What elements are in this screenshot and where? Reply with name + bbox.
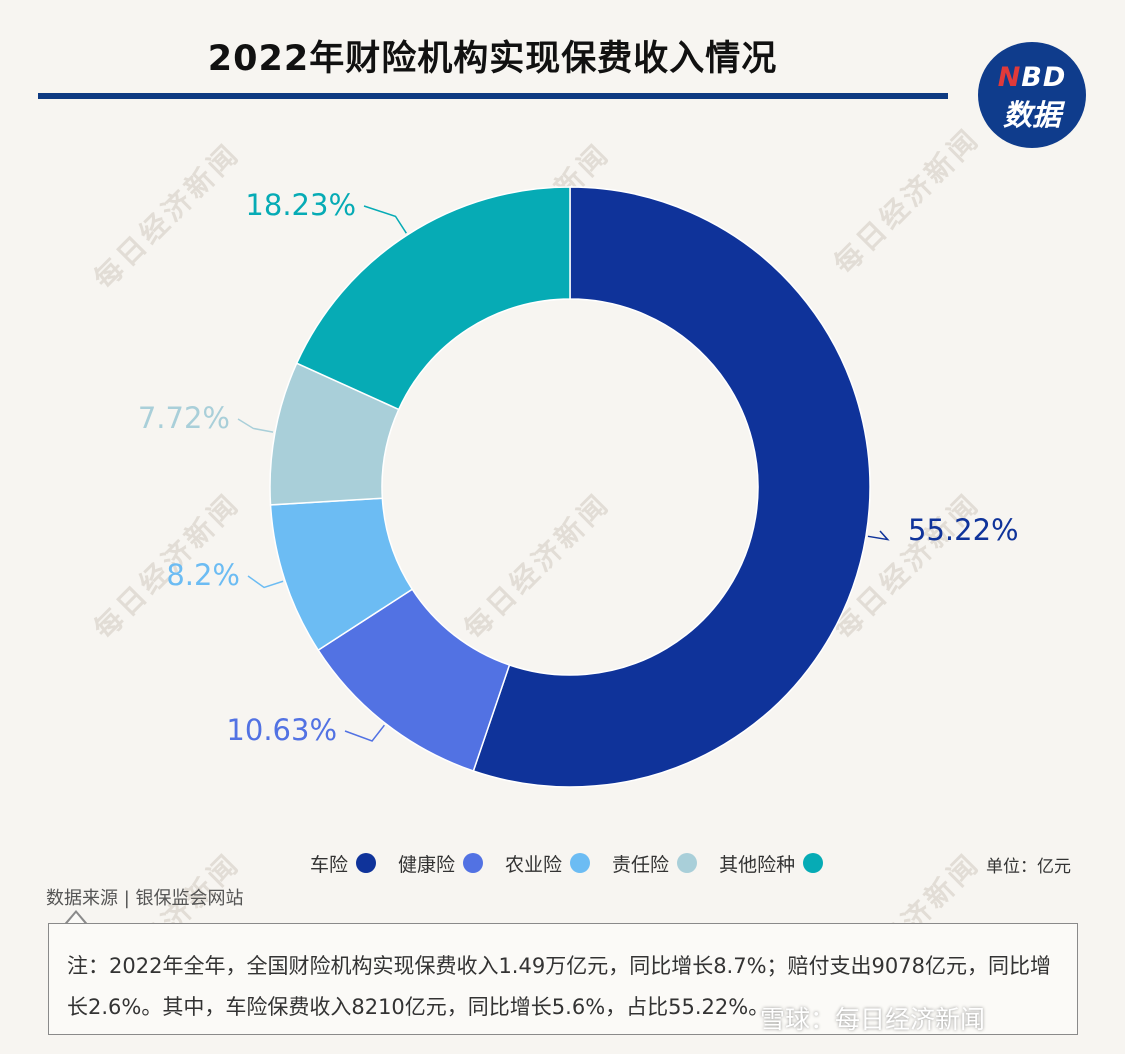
leader-line-4 bbox=[363, 205, 407, 234]
title-underline bbox=[38, 93, 948, 99]
legend-item-4: 其他险种 bbox=[719, 850, 824, 877]
legend-dot bbox=[803, 853, 824, 873]
nbd-logo: NBD 数据 bbox=[978, 42, 1086, 148]
legend-dot bbox=[356, 853, 377, 873]
leader-line-0 bbox=[867, 530, 890, 541]
legend-label: 农业险 bbox=[505, 853, 563, 876]
logo-n: N bbox=[997, 62, 1022, 93]
legend-label: 健康险 bbox=[398, 853, 456, 876]
logo-bottom: 数据 bbox=[1002, 98, 1061, 132]
leader-line-1 bbox=[344, 724, 385, 742]
logo-bd: BD bbox=[1021, 62, 1067, 93]
unit-label: 单位：亿元 bbox=[986, 857, 1071, 877]
page-title: 2022年财险机构实现保费收入情况 bbox=[207, 39, 778, 79]
data-source: 数据来源 | 银保监会网站 bbox=[46, 888, 244, 909]
legend-dot bbox=[570, 853, 591, 873]
leader-line-3 bbox=[237, 418, 274, 433]
chart-legend: 车险 健康险 农业险 责任险 其他险种 bbox=[310, 850, 845, 876]
donut-slice-4 bbox=[295, 186, 571, 411]
legend-item-1: 健康险 bbox=[398, 850, 484, 877]
note-box: 注：2022年全年，全国财险机构实现保费收入1.49万亿元，同比增长8.7%；赔… bbox=[48, 923, 1078, 1035]
legend-dot bbox=[463, 853, 484, 873]
slice-label-0: 55.22% bbox=[908, 513, 1019, 547]
donut-chart: 55.22% 10.63% 8.2% 7.72% 18.23% bbox=[138, 186, 1019, 788]
legend-label: 责任险 bbox=[612, 853, 670, 876]
legend-item-2: 农业险 bbox=[505, 850, 591, 877]
donut-slice-0 bbox=[472, 186, 871, 788]
legend-label: 其他险种 bbox=[719, 853, 796, 876]
footer-watermark: 雪球：每日经济新闻 bbox=[760, 1005, 986, 1034]
legend-item-0: 车险 bbox=[310, 850, 377, 877]
leader-line-2 bbox=[247, 575, 284, 589]
slice-label-1: 10.63% bbox=[226, 713, 337, 747]
legend-label: 车险 bbox=[310, 853, 349, 876]
slice-label-4: 18.23% bbox=[245, 188, 356, 222]
legend-dot bbox=[677, 853, 698, 873]
legend-item-3: 责任险 bbox=[612, 850, 698, 877]
slice-label-3: 7.72% bbox=[138, 401, 230, 435]
note-text: 注：2022年全年，全国财险机构实现保费收入1.49万亿元，同比增长8.7%；赔… bbox=[67, 954, 1051, 1019]
slice-label-2: 8.2% bbox=[166, 558, 240, 592]
